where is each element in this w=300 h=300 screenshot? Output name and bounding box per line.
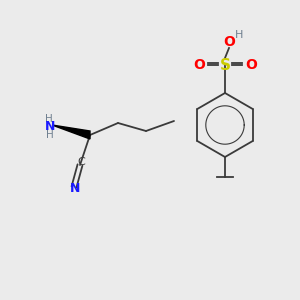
Polygon shape	[52, 125, 90, 139]
Text: N: N	[70, 182, 80, 196]
Text: O: O	[245, 58, 257, 72]
Text: S: S	[220, 58, 230, 73]
Text: O: O	[223, 35, 235, 49]
Text: N: N	[45, 121, 55, 134]
Text: C: C	[77, 157, 85, 167]
Text: O: O	[193, 58, 205, 72]
Text: H: H	[45, 114, 53, 124]
Text: H: H	[46, 130, 54, 140]
Text: H: H	[235, 30, 243, 40]
